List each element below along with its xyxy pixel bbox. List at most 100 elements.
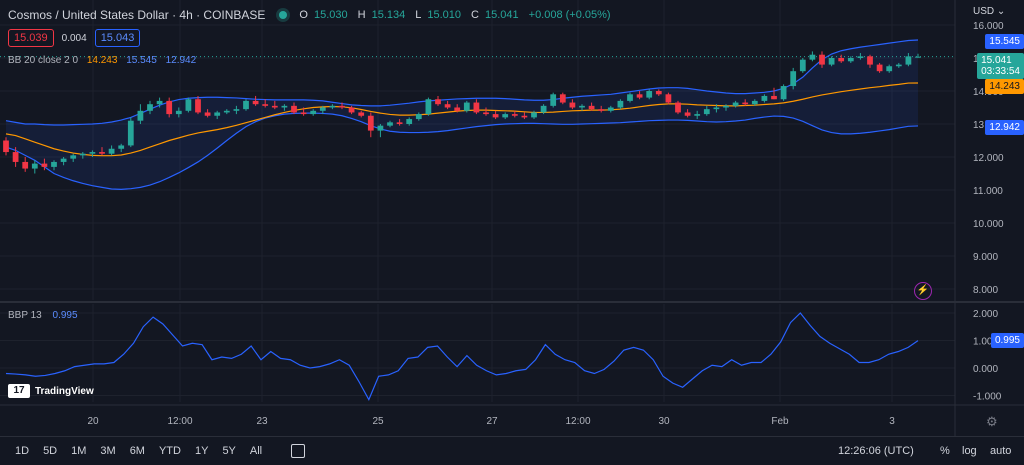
timeframe-all[interactable]: All xyxy=(249,445,263,457)
candle-body xyxy=(358,112,365,116)
bbp-line xyxy=(5,312,919,402)
candle-body xyxy=(214,112,221,116)
go-to-date-icon[interactable] xyxy=(291,444,306,458)
settings-gear-icon[interactable]: ⚙ xyxy=(986,414,998,429)
time-tick-label: 3 xyxy=(889,416,895,427)
candle-body xyxy=(502,114,509,118)
timeframe-1m[interactable]: 1M xyxy=(71,445,87,457)
candle-body xyxy=(636,94,643,98)
candle-body xyxy=(703,109,710,115)
candle-body xyxy=(185,99,192,111)
timeframe-buttons: 1D 5D 1M 3M 6M YTD 1Y 5Y All xyxy=(8,445,269,457)
candle-body xyxy=(867,56,873,65)
candle-body xyxy=(195,99,201,113)
candle-body xyxy=(319,107,326,111)
timeframe-3m[interactable]: 3M xyxy=(100,445,116,457)
price-tick-label: 8.000 xyxy=(973,285,998,296)
chart-canvas[interactable]: 16.00015.00014.00013.00012.00011.00010.0… xyxy=(0,0,1024,436)
currency-selector[interactable]: USD ⌄ xyxy=(973,6,1006,17)
candle-body xyxy=(415,114,422,120)
log-toggle[interactable]: log xyxy=(962,445,977,457)
bb-legend[interactable]: BB 20 close 2 0 14.243 15.545 12.942 xyxy=(8,55,196,66)
candle-body xyxy=(463,102,470,111)
candle-body xyxy=(22,161,29,169)
candle-body xyxy=(598,109,605,111)
candle-body xyxy=(3,140,9,153)
candle-body xyxy=(406,119,413,124)
auto-toggle[interactable]: auto xyxy=(990,445,1012,457)
symbol-title[interactable]: Cosmos / United States Dollar · 4h · COI… xyxy=(8,8,266,22)
timeframe-1d[interactable]: 1D xyxy=(15,445,30,457)
candle-body xyxy=(771,95,777,100)
candle-body xyxy=(732,102,739,106)
buy-price-button[interactable]: 15.043 xyxy=(94,29,141,47)
candle-body xyxy=(233,109,240,111)
candle-body xyxy=(799,59,806,72)
bb-upper-line xyxy=(5,39,919,126)
change-value: +0.008 (+0.05%) xyxy=(528,9,611,21)
candle-body xyxy=(444,104,451,108)
quote-row: 15.039 0.004 15.043 xyxy=(8,29,141,47)
candle-body xyxy=(895,64,902,67)
price-tick-label: 12.000 xyxy=(973,153,1004,164)
candle-body xyxy=(41,163,48,167)
symbol-legend: Cosmos / United States Dollar · 4h · COI… xyxy=(8,8,615,22)
candle-body xyxy=(684,112,691,116)
candle-body xyxy=(675,102,681,113)
timeframe-6m[interactable]: 6M xyxy=(129,445,145,457)
candle-body xyxy=(425,99,432,115)
time-tick-label: 20 xyxy=(87,416,99,427)
sell-price-button[interactable]: 15.039 xyxy=(8,29,54,47)
candle-body xyxy=(281,105,288,108)
tradingview-mark-icon: 17 xyxy=(8,384,30,398)
candle-body xyxy=(559,94,566,103)
bbp-tick-label: 1.000 xyxy=(973,337,998,348)
last-price-label: 15.041 03:33:54 xyxy=(977,53,1024,79)
candle-body xyxy=(387,122,393,126)
candle-body xyxy=(905,56,912,65)
candle-body xyxy=(569,102,576,108)
time-tick-label: 27 xyxy=(486,416,498,427)
candle-body xyxy=(329,105,336,108)
candle-body xyxy=(271,105,278,108)
open-label: O xyxy=(299,9,308,21)
timeframe-5d[interactable]: 5D xyxy=(43,445,58,457)
candle-body xyxy=(348,107,355,113)
candle-body xyxy=(51,161,57,167)
tradingview-logo: 17 TradingView xyxy=(8,384,94,398)
timeframe-1y[interactable]: 1Y xyxy=(194,445,209,457)
candle-body xyxy=(665,94,672,103)
candle-body xyxy=(607,107,614,111)
timeframe-ytd[interactable]: YTD xyxy=(158,445,181,457)
bbp-tick-label: -1.000 xyxy=(973,392,1002,403)
time-tick-label: Feb xyxy=(771,416,789,427)
candle-body xyxy=(137,110,144,121)
time-tick-label: 25 xyxy=(372,416,384,427)
bbp-legend[interactable]: BBP 13 0.995 xyxy=(8,310,78,321)
last-price-value: 15.041 xyxy=(981,55,1012,66)
candle-body xyxy=(655,91,662,95)
price-tick-label: 16.000 xyxy=(973,21,1004,32)
candle-body xyxy=(300,112,307,115)
lightning-icon[interactable]: ⚡ xyxy=(914,282,932,300)
percent-toggle[interactable]: % xyxy=(940,445,950,457)
candle-body xyxy=(857,56,864,58)
utc-clock[interactable]: 12:26:06 (UTC) xyxy=(838,445,914,457)
basis-label: 14.243 xyxy=(985,79,1024,94)
candle-body xyxy=(492,114,499,118)
candle-body xyxy=(511,114,518,116)
logo-text: TradingView xyxy=(35,385,94,397)
candle-body xyxy=(262,104,269,106)
candle-body xyxy=(31,163,38,169)
low-label: L xyxy=(415,9,422,21)
candle-body xyxy=(243,100,249,110)
candle-body xyxy=(70,155,77,159)
price-tick-label: 11.000 xyxy=(973,186,1003,197)
candle-body xyxy=(742,102,749,105)
candle-body xyxy=(435,99,441,105)
candle-body xyxy=(828,58,835,65)
candle-body xyxy=(579,105,585,108)
timeframe-5y[interactable]: 5Y xyxy=(222,445,236,457)
bb-name: BB 20 close 2 0 xyxy=(8,55,79,66)
bbp-axis-label: 0.995 xyxy=(990,333,1024,348)
